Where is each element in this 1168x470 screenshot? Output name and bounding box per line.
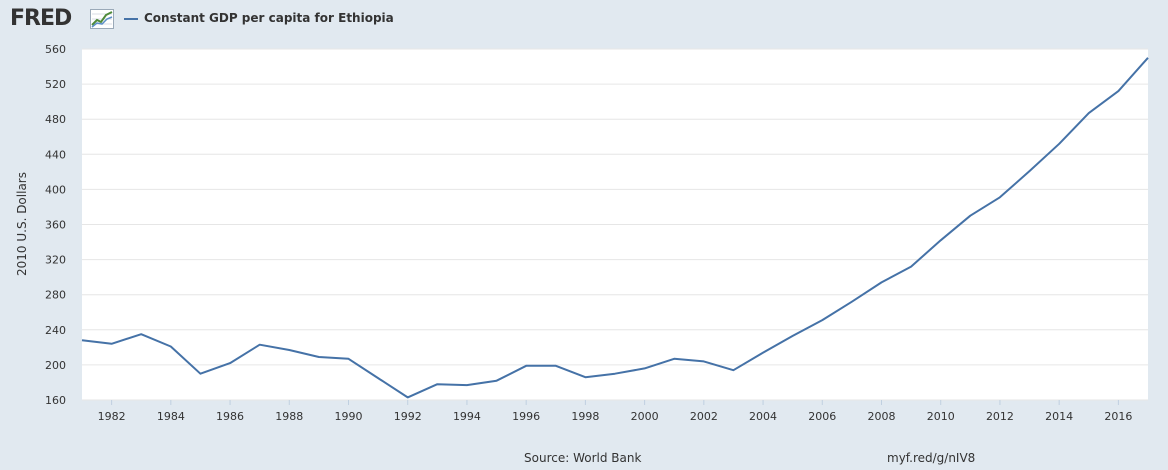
y-tick-label: 400 <box>45 183 66 196</box>
data-point[interactable] <box>286 347 292 353</box>
data-point[interactable] <box>257 342 263 348</box>
data-point[interactable] <box>494 378 500 384</box>
data-point[interactable] <box>997 194 1003 200</box>
x-tick-label: 2010 <box>927 410 955 423</box>
data-point[interactable] <box>1027 168 1033 174</box>
x-tick-label: 1992 <box>394 410 422 423</box>
data-point[interactable] <box>1086 110 1092 116</box>
legend-label: Constant GDP per capita for Ethiopia <box>144 11 394 25</box>
x-tick-label: 1994 <box>453 410 481 423</box>
y-tick-label: 240 <box>45 324 66 337</box>
x-tick-label: 1986 <box>216 410 244 423</box>
y-axis-ticks: 160 200 240 280 320 360 400 440 480 520 560 <box>45 43 66 407</box>
series-line <box>81 57 1149 399</box>
data-point[interactable] <box>346 356 352 362</box>
data-point[interactable] <box>138 331 144 337</box>
data-point[interactable] <box>464 382 470 388</box>
y-tick-label: 320 <box>45 254 66 267</box>
short-link[interactable]: myf.red/g/nIV8 <box>887 451 976 465</box>
data-point[interactable] <box>197 371 203 377</box>
data-point[interactable] <box>523 363 529 369</box>
chart-icon <box>90 9 114 29</box>
data-point[interactable] <box>316 354 322 360</box>
x-tick-label: 1998 <box>571 410 599 423</box>
y-tick-label: 360 <box>45 219 66 232</box>
data-point[interactable] <box>701 358 707 364</box>
data-point[interactable] <box>790 333 796 339</box>
x-tick-label: 1990 <box>335 410 363 423</box>
y-tick-label: 280 <box>45 289 66 302</box>
y-tick-label: 440 <box>45 148 66 161</box>
data-point[interactable] <box>730 367 736 373</box>
x-tick-label: 2012 <box>986 410 1014 423</box>
x-tick-label: 2006 <box>808 410 836 423</box>
x-tick-label: 2008 <box>868 410 896 423</box>
data-point[interactable] <box>849 299 855 305</box>
x-axis-ticks: 1982 1984 1986 1988 1990 1992 1994 1996 1998 2000… <box>98 400 1132 423</box>
x-tick-label: 1982 <box>98 410 126 423</box>
data-point[interactable] <box>405 394 411 400</box>
data-point[interactable] <box>375 375 381 381</box>
header: FRED Constant GDP per capita for Ethiopi… <box>0 0 1168 38</box>
data-point[interactable] <box>879 279 885 285</box>
data-point[interactable] <box>79 337 85 343</box>
data-point[interactable] <box>760 350 766 356</box>
data-point[interactable] <box>1145 55 1151 61</box>
data-point[interactable] <box>1115 88 1121 94</box>
x-tick-label: 1984 <box>157 410 185 423</box>
x-tick-label: 1988 <box>275 410 303 423</box>
y-tick-label: 200 <box>45 359 66 372</box>
data-point[interactable] <box>908 264 914 270</box>
y-tick-label: 520 <box>45 78 66 91</box>
grid-lines <box>82 48 1148 401</box>
data-point[interactable] <box>671 356 677 362</box>
y-tick-label: 480 <box>45 113 66 126</box>
data-point[interactable] <box>1056 141 1062 147</box>
x-tick-label: 2002 <box>690 410 718 423</box>
data-point[interactable] <box>227 360 233 366</box>
data-point[interactable] <box>642 365 648 371</box>
fred-logo[interactable]: FRED <box>10 6 72 31</box>
data-point[interactable] <box>168 343 174 349</box>
data-point[interactable] <box>819 317 825 323</box>
data-point[interactable] <box>612 371 618 377</box>
data-point[interactable] <box>434 381 440 387</box>
source-credit: Source: World Bank <box>524 451 642 465</box>
data-point[interactable] <box>967 213 973 219</box>
data-point[interactable] <box>109 341 115 347</box>
x-tick-label: 2004 <box>749 410 777 423</box>
x-tick-label: 2016 <box>1104 410 1132 423</box>
data-point[interactable] <box>553 363 559 369</box>
y-axis-label: 2010 U.S. Dollars <box>15 172 29 276</box>
legend-swatch <box>124 18 138 20</box>
y-tick-label: 560 <box>45 43 66 56</box>
data-point[interactable] <box>582 374 588 380</box>
x-tick-label: 2000 <box>631 410 659 423</box>
x-tick-label: 2014 <box>1045 410 1073 423</box>
y-tick-label: 160 <box>45 394 66 407</box>
x-tick-label: 1996 <box>512 410 540 423</box>
data-point[interactable] <box>938 237 944 243</box>
